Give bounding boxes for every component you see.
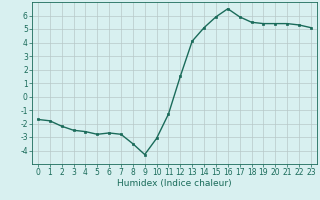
X-axis label: Humidex (Indice chaleur): Humidex (Indice chaleur) <box>117 179 232 188</box>
